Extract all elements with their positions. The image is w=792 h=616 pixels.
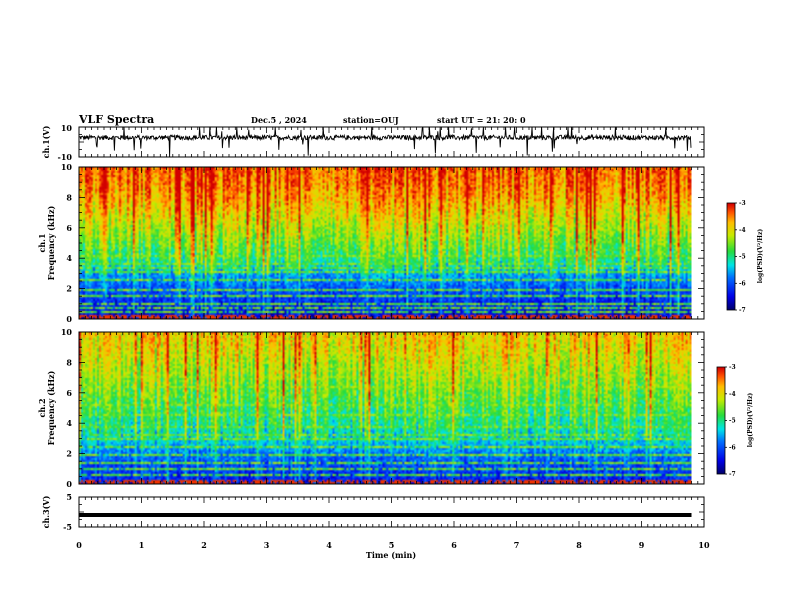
time-tick-label: 7: [514, 540, 520, 550]
time-tick-label: 10: [698, 540, 710, 550]
y-tick-label: 6: [66, 223, 72, 233]
ch1-spectrogram-ticks: [78, 167, 705, 319]
colorbar-tick-label: -6: [739, 280, 746, 287]
colorbar-tick-label: -4: [739, 227, 746, 234]
ch2-spectrogram-panel: 0 2 4 6 8 10 ch.2Frequency (kHz) -3 -4 -5 -6 -7 l…: [37, 327, 754, 489]
ch2-spectrogram-ticks: [78, 332, 705, 484]
time-tick-label: 6: [451, 540, 457, 550]
ch2-colorbar-ticks: -3 -4 -5 -6 -7: [725, 364, 736, 478]
ch1-spectrogram-panel: 0 2 4 6 8 10 ch.1Frequency (kHz) -3 -4 -5 -6 -7 l…: [37, 162, 764, 324]
colorbar-tick-label: -4: [729, 391, 736, 398]
ch3-ytick-top: 5: [66, 492, 72, 502]
colorbar-tick-label: -6: [729, 444, 736, 451]
ch2-colorbar: [717, 367, 725, 474]
ch1-colorbar: [727, 203, 735, 310]
y-tick-label: 8: [66, 192, 72, 202]
ch2-spectrogram-yticks: 0 2 4 6 8 10: [61, 327, 704, 489]
ch1-channel-label: ch.1Frequency (kHz): [37, 205, 56, 280]
ch3-waveform-ylabel: ch.3(V): [41, 495, 51, 528]
ch2-spectrogram-image: [79, 332, 692, 484]
colorbar-tick-label: -7: [739, 307, 746, 314]
y-tick-label: 8: [66, 357, 72, 367]
ch3-waveform-ticks: [78, 496, 705, 528]
y-tick-label: 6: [66, 388, 72, 398]
time-tick-label: 8: [576, 540, 582, 550]
colorbar-tick-label: -3: [729, 364, 736, 371]
colorbar-tick-label: -5: [739, 254, 746, 261]
ch3-ytick-bottom: -5: [63, 522, 72, 532]
time-tick-label: 4: [326, 540, 332, 550]
colorbar-tick-label: -3: [739, 200, 746, 207]
time-tick-label: 9: [639, 540, 645, 550]
time-tick-label: 3: [264, 540, 270, 550]
ch1-spectrogram-image: [79, 167, 692, 319]
ch1-colorbar-ticks: -3 -4 -5 -6 -7: [735, 200, 746, 314]
time-tick-label: 0: [76, 540, 82, 550]
y-tick-label: 4: [66, 253, 72, 263]
colorbar-tick-label: -5: [729, 418, 736, 425]
ch1-ytick-top: 10: [61, 123, 73, 133]
station-name: station=OUJ: [343, 115, 399, 125]
ch1-waveform-ticks: [78, 126, 705, 158]
start-time: start UT = 21: 20: 0: [437, 115, 526, 125]
time-tick-label: 2: [201, 540, 207, 550]
ch1-ytick-bottom: -10: [58, 152, 73, 162]
ch1-colorbar-label: log(PSD)(V²/Hz): [757, 229, 764, 284]
y-tick-label: 10: [61, 327, 73, 337]
ch1-trace-line: [78, 126, 692, 157]
ch2-colorbar-label: log(PSD)(V²/Hz): [747, 393, 754, 448]
ch3-waveform-panel: 5 -5 ch.3(V) 0 1 2 3 4 5 6 7 8 9 10 Time (min): [41, 492, 710, 560]
ch1-waveform-panel: 10 -10 ch.1(V): [41, 123, 705, 162]
y-tick-label: 2: [66, 449, 72, 459]
y-tick-label: 0: [66, 314, 72, 324]
y-tick-label: 0: [66, 479, 72, 489]
colorbar-tick-label: -7: [729, 471, 736, 478]
ch1-spectrogram-yticks: 0 2 4 6 8 10: [61, 162, 704, 324]
observation-date: Dec.5 , 2024: [251, 115, 307, 125]
y-tick-label: 2: [66, 284, 72, 294]
time-tick-label: 1: [139, 540, 145, 550]
y-tick-label: 4: [66, 418, 72, 428]
figure-title: VLF Spectra: [78, 113, 154, 126]
time-tick-label: 5: [389, 540, 395, 550]
ch1-waveform-ylabel: ch.1(V): [41, 125, 51, 158]
time-axis-tick-labels: 0 1 2 3 4 5 6 7 8 9 10: [76, 540, 710, 550]
ch2-channel-label: ch.2Frequency (kHz): [37, 370, 56, 445]
ch1-waveform-trace: [78, 126, 692, 157]
y-tick-label: 10: [61, 162, 73, 172]
time-axis-label: Time (min): [366, 550, 416, 560]
